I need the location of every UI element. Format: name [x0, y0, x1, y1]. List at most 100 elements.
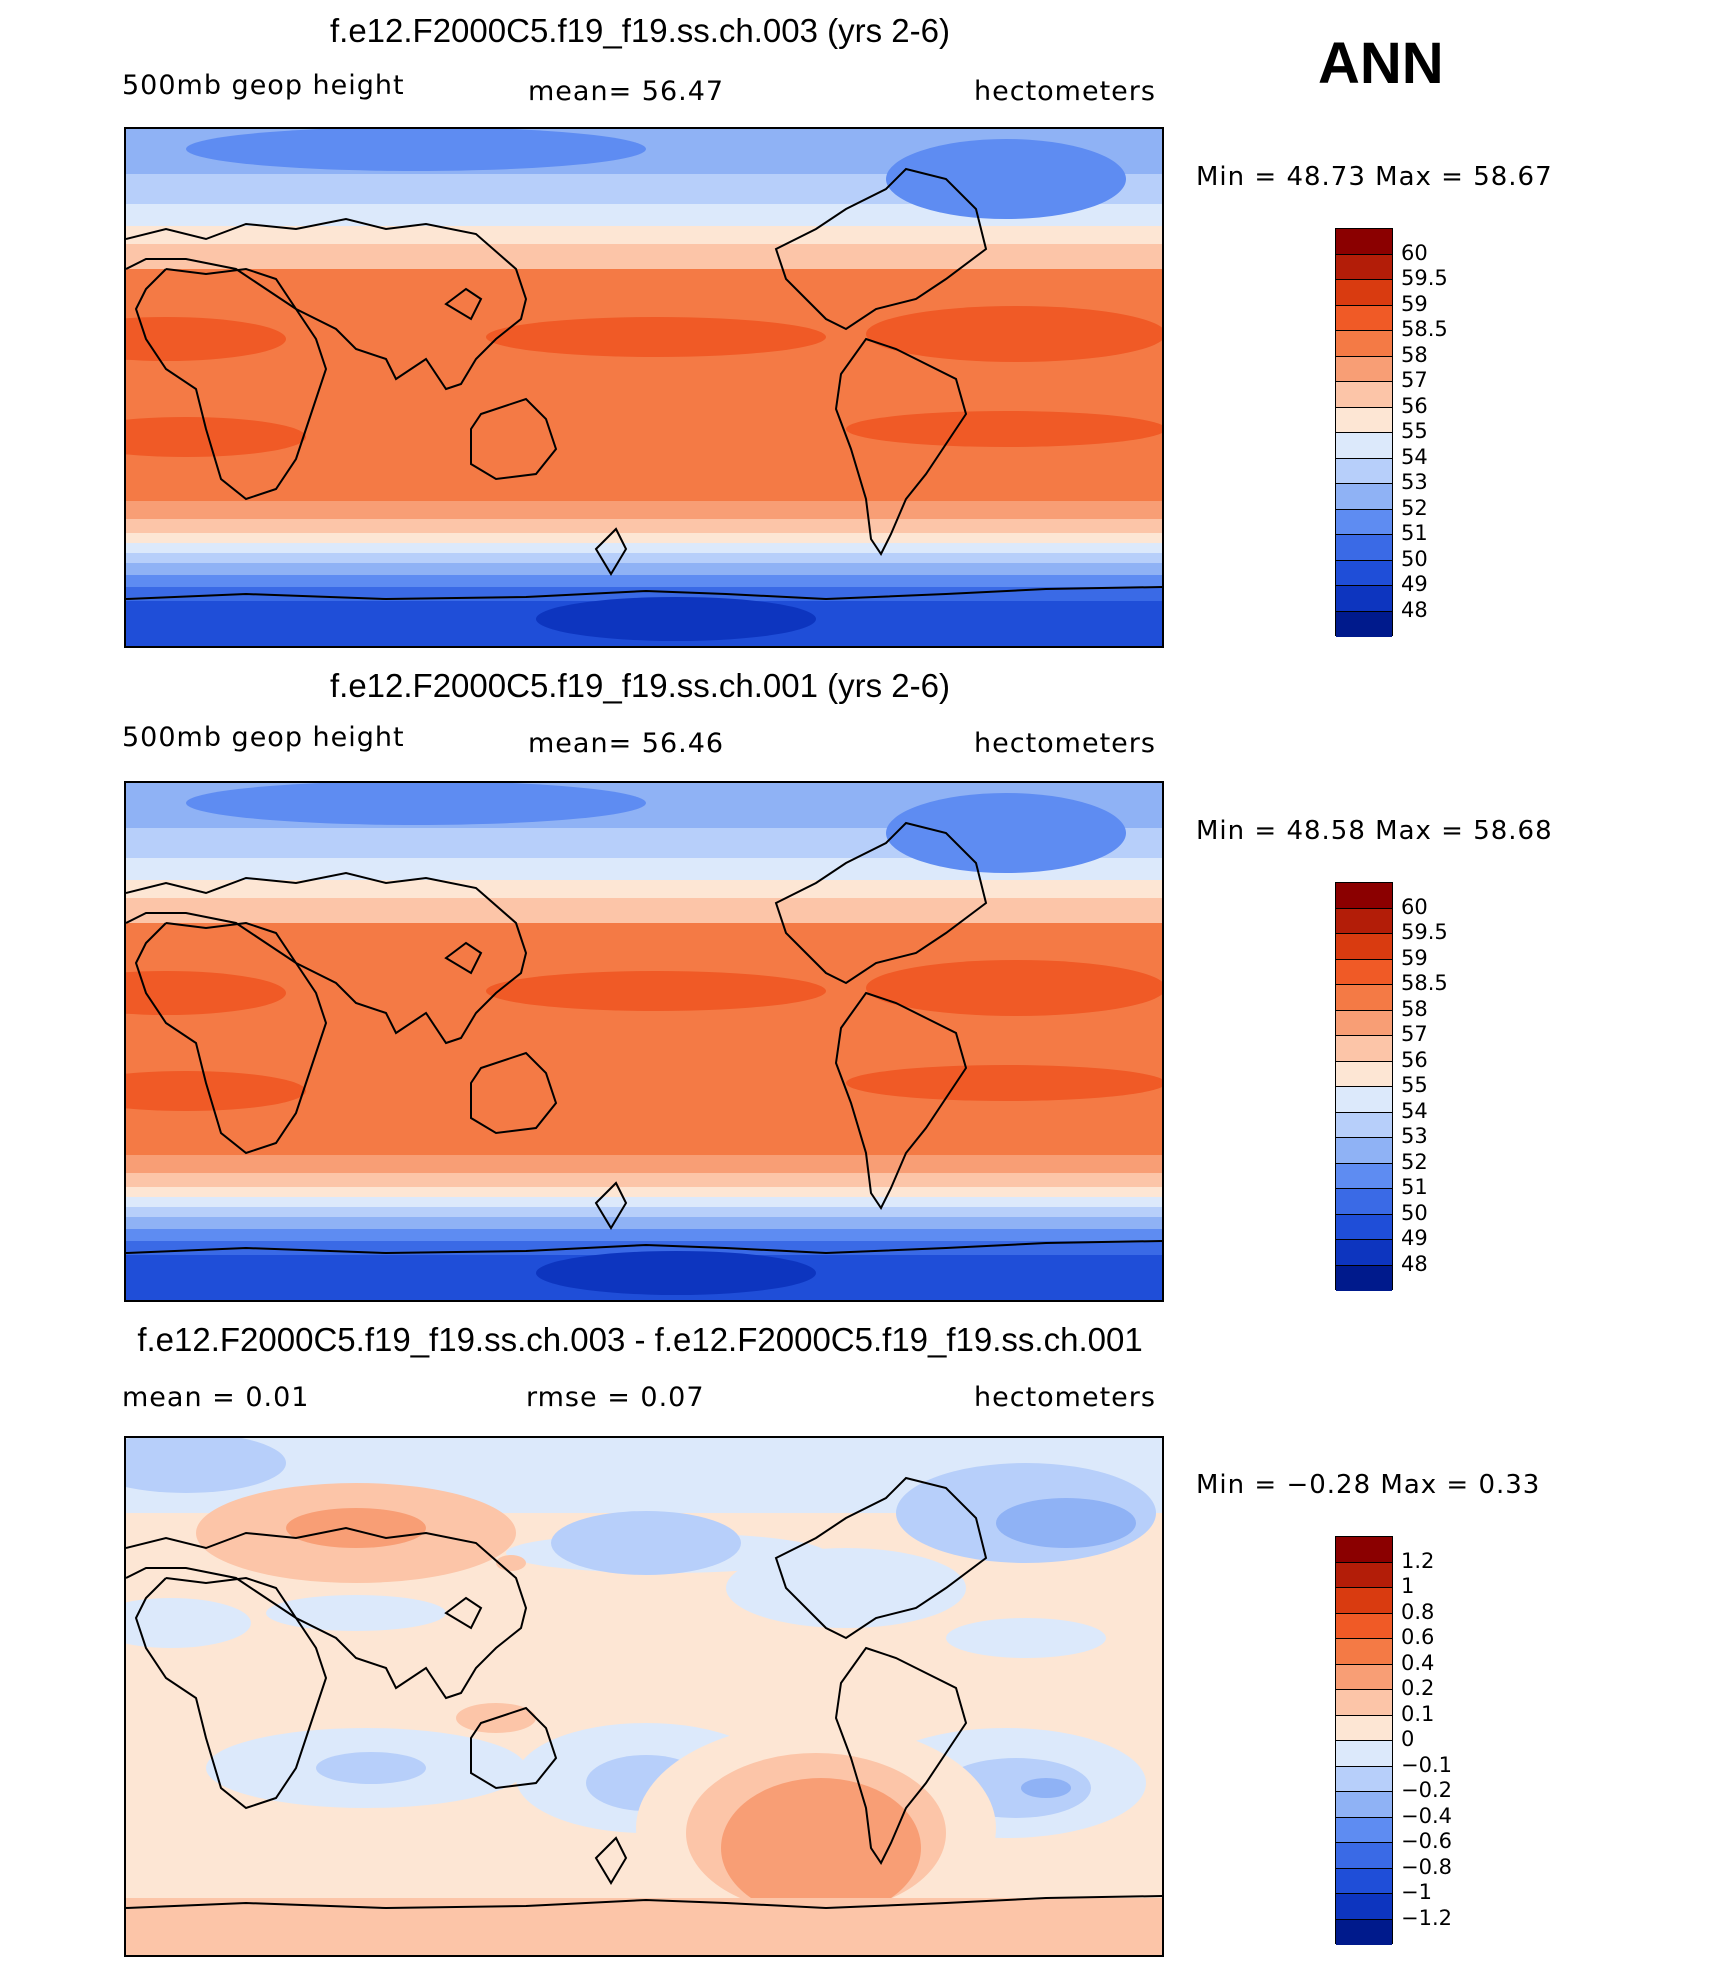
colorbar-tick-label: 59.5 [1401, 266, 1448, 290]
colorbar-tick-label: 0.1 [1401, 1701, 1435, 1726]
coastline [444, 287, 483, 321]
band [126, 1217, 1162, 1229]
coastline [774, 821, 988, 985]
colorbar-tick-label: 51 [1401, 1175, 1428, 1199]
colorbar-swatch [1336, 433, 1392, 459]
band [126, 1187, 1162, 1197]
band [721, 1778, 921, 1918]
colorbar-swatch [1336, 611, 1392, 637]
colorbar-tick-label: 49 [1401, 572, 1428, 596]
band [126, 244, 1162, 269]
coastline [594, 527, 628, 576]
band [126, 587, 1162, 601]
colorbar-tick-label: 53 [1401, 1124, 1428, 1148]
colorbar-tick-label: 52 [1401, 1149, 1428, 1174]
colorbar-tick-label: 55 [1401, 1073, 1428, 1097]
coastline [444, 1596, 483, 1630]
panel-3-right-label: hectometers [974, 1382, 1156, 1413]
colorbar-tick-label: −0.2 [1401, 1778, 1452, 1802]
coastline [126, 217, 528, 391]
colorbar-tick-label: 60 [1401, 894, 1428, 919]
colorbar-swatch [1336, 331, 1392, 357]
colorbar-swatch [1336, 229, 1392, 255]
colorbar-swatch [1336, 1265, 1392, 1291]
coastline [470, 1051, 558, 1135]
band [486, 317, 826, 357]
colorbar-tick-label: 49 [1401, 1226, 1428, 1250]
coastline [126, 871, 528, 1045]
band [186, 783, 646, 825]
band [186, 129, 646, 171]
colorbar-swatch [1336, 1010, 1392, 1036]
colorbar-tick-label: 0.6 [1401, 1625, 1435, 1649]
panel-2-colorbar: 60 59.5 59 58.5 58 57 56 55 54 53 52 51 50 49 48 [1335, 882, 1475, 1291]
coastline [126, 586, 1162, 601]
panel-3-colorbar: 1.2 1 0.8 0.6 0.4 0.2 0.1 0 −0.1 −0.2 −0.4 −0.6 −0.8… [1335, 1536, 1475, 1945]
band [996, 1498, 1136, 1548]
band [126, 1197, 1162, 1207]
band [126, 1071, 306, 1111]
colorbar-swatch [1336, 382, 1392, 408]
band [536, 1251, 816, 1295]
panel-2-minmax: Min = 48.58 Max = 58.68 [1196, 816, 1553, 846]
colorbar-tick-label: 57 [1401, 1022, 1428, 1046]
panel-1-center-label: mean= 56.47 [528, 76, 725, 107]
panel-3-left-label: mean = 0.01 [122, 1382, 310, 1413]
colorbar-swatch [1336, 560, 1392, 586]
colorbar-swatches [1335, 228, 1393, 637]
band [126, 880, 1162, 898]
panel-1-left-label: 500mb geop height [122, 70, 405, 101]
coastline [126, 1526, 528, 1700]
colorbar-tick-label: 59.5 [1401, 920, 1448, 944]
colorbar-tick-label: 54 [1401, 444, 1428, 469]
colorbar-tick-label: 58.5 [1401, 317, 1448, 341]
colorbar-tick-label: 0.8 [1401, 1599, 1435, 1624]
colorbar-tick-label: 51 [1401, 521, 1428, 545]
colorbar-swatch [1336, 1868, 1392, 1894]
band [126, 971, 286, 1015]
colorbar-swatch [1336, 1715, 1392, 1741]
coastline [444, 941, 483, 975]
band [126, 1173, 1162, 1187]
colorbar-swatch [1336, 934, 1392, 960]
panel-2-title: f.e12.F2000C5.f19_f19.ss.ch.001 (yrs 2-6… [329, 667, 950, 704]
colorbar-tick-label: 56 [1401, 393, 1428, 418]
colorbar-swatch [1336, 535, 1392, 561]
band [266, 1595, 446, 1631]
colorbar-tick-label: 58 [1401, 996, 1428, 1021]
colorbar-swatches [1335, 1536, 1393, 1945]
coastline [774, 1476, 988, 1640]
band [126, 501, 1162, 519]
panel-3-minmax: Min = −0.28 Max = 0.33 [1196, 1470, 1541, 1500]
coastline [774, 167, 988, 331]
band [946, 1618, 1106, 1658]
band [126, 1438, 286, 1493]
coastline [470, 397, 558, 481]
panel-3-title: f.e12.F2000C5.f19_f19.ss.ch.003 - f.e12.… [137, 1321, 1143, 1358]
colorbar-swatch [1336, 458, 1392, 484]
colorbar-tick-label: 0 [1401, 1727, 1415, 1751]
colorbar-swatch [1336, 356, 1392, 382]
colorbar-tick-label: 52 [1401, 495, 1428, 520]
colorbar-tick-label: −0.8 [1401, 1854, 1452, 1879]
colorbar-tick-label: 54 [1401, 1098, 1428, 1123]
band [286, 1508, 426, 1548]
coastline [834, 337, 968, 556]
colorbar-swatch [1336, 1664, 1392, 1690]
colorbar-swatch [1336, 908, 1392, 934]
panel-3-center-label: rmse = 0.07 [526, 1382, 705, 1413]
colorbar-swatch [1336, 1562, 1392, 1588]
band [126, 1229, 1162, 1241]
band [886, 139, 1126, 219]
band [126, 1241, 1162, 1255]
band [496, 1555, 526, 1571]
band [126, 269, 1162, 501]
colorbar-tick-label: 1.2 [1401, 1548, 1435, 1573]
band [126, 1155, 1162, 1173]
colorbar-tick-label: −0.1 [1401, 1752, 1452, 1777]
colorbar-tick-label: 50 [1401, 546, 1428, 571]
band [126, 417, 306, 457]
colorbar-tick-label: −0.4 [1401, 1803, 1452, 1828]
colorbar-swatch [1336, 985, 1392, 1011]
colorbar-tick-label: −0.6 [1401, 1829, 1452, 1853]
